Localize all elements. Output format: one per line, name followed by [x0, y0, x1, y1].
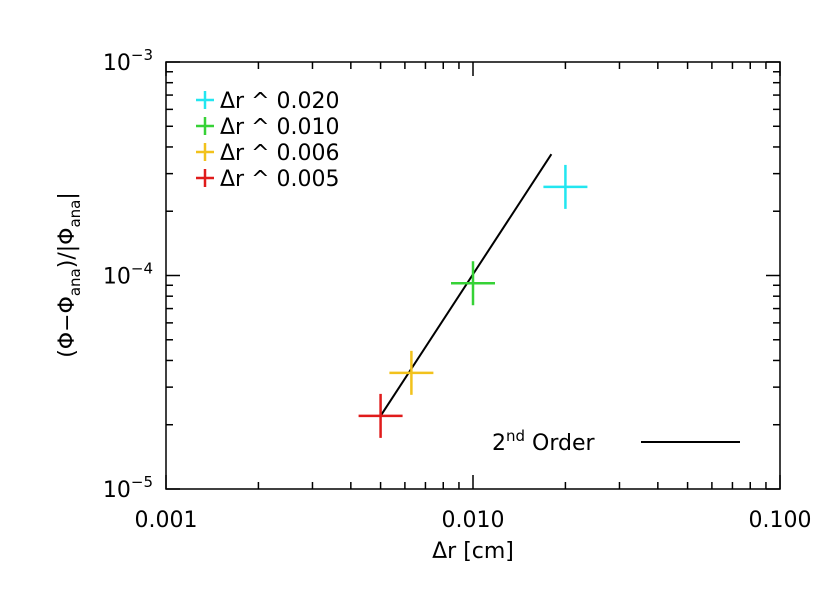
x-tick-label: 0.100	[749, 508, 812, 533]
legend-label: Δr ^ 0.006	[220, 141, 340, 166]
legend-entry: Δr ^ 0.006	[196, 141, 340, 166]
legend-entry: Δr ^ 0.005	[196, 167, 340, 192]
series-markers	[358, 164, 588, 438]
second-order-reference-line	[379, 153, 553, 417]
x-axis-label: Δr [cm]	[432, 539, 514, 564]
legend-entry: Δr ^ 0.010	[196, 115, 340, 140]
reference-line-label: 2nd Order	[492, 427, 595, 456]
legend-label: Δr ^ 0.010	[220, 115, 340, 140]
x-tick-label: 0.010	[442, 508, 505, 533]
legend-label: Δr ^ 0.005	[220, 167, 340, 192]
legend-label: Δr ^ 0.020	[220, 89, 340, 114]
x-tick-label: 0.001	[135, 508, 198, 533]
minor-ticks	[166, 62, 780, 489]
data-point-marker	[543, 164, 588, 209]
data-point-marker	[389, 350, 434, 395]
y-tick-label: 10−4	[103, 260, 153, 290]
y-axis-label: (Φ−Φana)/|Φana|	[55, 192, 84, 358]
x-tick-labels: 0.001 0.010 0.100	[135, 508, 812, 533]
legend-entry: Δr ^ 0.020	[196, 89, 340, 114]
y-tick-labels: 10−5 10−4 10−3	[103, 46, 153, 503]
y-tick-label: 10−5	[103, 473, 153, 503]
y-tick-label: 10−3	[103, 46, 153, 76]
data-point-marker	[358, 393, 403, 438]
major-ticks	[165, 61, 781, 490]
data-point-marker	[451, 261, 495, 306]
reference-line-legend: 2nd Order	[492, 427, 740, 456]
